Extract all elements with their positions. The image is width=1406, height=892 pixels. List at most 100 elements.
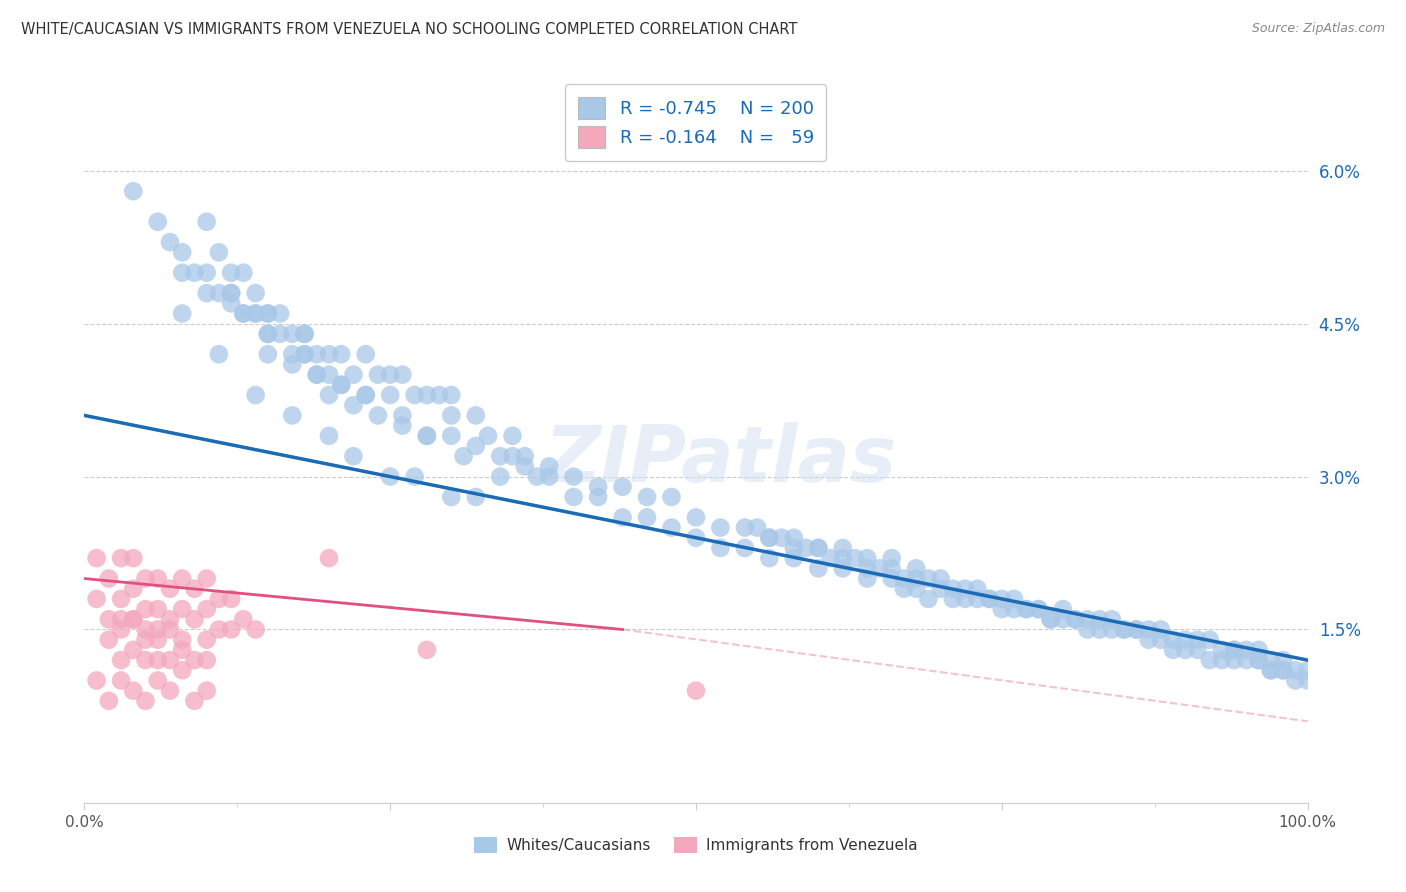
Point xyxy=(440,409,463,423)
Point xyxy=(685,531,707,545)
Point xyxy=(122,643,145,657)
Point xyxy=(1187,643,1209,657)
Point xyxy=(464,409,486,423)
Point xyxy=(807,561,830,575)
Point xyxy=(269,326,291,341)
Point xyxy=(1260,663,1282,677)
Point xyxy=(208,347,231,361)
Point xyxy=(416,429,439,443)
Point xyxy=(1150,623,1173,637)
Point xyxy=(905,572,928,586)
Point xyxy=(1150,632,1173,647)
Point xyxy=(208,623,231,637)
Point xyxy=(991,591,1014,606)
Point xyxy=(97,612,120,626)
Point xyxy=(305,368,328,382)
Point xyxy=(1296,673,1319,688)
Point xyxy=(135,623,157,637)
Point xyxy=(416,388,439,402)
Point xyxy=(208,245,231,260)
Point xyxy=(783,541,806,555)
Point xyxy=(195,286,218,301)
Point xyxy=(979,591,1001,606)
Point xyxy=(380,469,402,483)
Point xyxy=(159,235,181,249)
Point xyxy=(232,306,254,320)
Point xyxy=(219,286,242,301)
Point xyxy=(869,561,891,575)
Point xyxy=(135,653,157,667)
Point xyxy=(1260,653,1282,667)
Point xyxy=(97,694,120,708)
Point xyxy=(318,551,340,566)
Point xyxy=(844,551,866,566)
Point xyxy=(183,582,205,596)
Point xyxy=(146,673,169,688)
Point xyxy=(513,459,536,474)
Point xyxy=(758,531,780,545)
Point xyxy=(440,429,463,443)
Point xyxy=(1260,663,1282,677)
Point xyxy=(1088,612,1111,626)
Point xyxy=(880,551,903,566)
Point xyxy=(1223,643,1246,657)
Point xyxy=(1101,612,1123,626)
Point xyxy=(942,591,965,606)
Point xyxy=(905,582,928,596)
Point xyxy=(820,551,842,566)
Point xyxy=(1187,632,1209,647)
Point xyxy=(1039,612,1062,626)
Point xyxy=(159,653,181,667)
Point xyxy=(831,561,853,575)
Point xyxy=(953,591,976,606)
Point xyxy=(734,520,756,534)
Point xyxy=(110,551,132,566)
Point xyxy=(856,561,879,575)
Point xyxy=(294,347,316,361)
Point xyxy=(208,286,231,301)
Point xyxy=(1101,623,1123,637)
Point xyxy=(404,469,426,483)
Point xyxy=(208,591,231,606)
Point xyxy=(636,510,658,524)
Point xyxy=(86,673,108,688)
Point xyxy=(1272,663,1295,677)
Point xyxy=(305,347,328,361)
Point xyxy=(195,602,218,616)
Point xyxy=(146,653,169,667)
Point xyxy=(416,643,439,657)
Point xyxy=(440,490,463,504)
Point xyxy=(416,429,439,443)
Point xyxy=(1002,591,1025,606)
Point xyxy=(917,591,939,606)
Point xyxy=(942,582,965,596)
Point xyxy=(562,490,585,504)
Point xyxy=(1198,653,1220,667)
Point xyxy=(856,551,879,566)
Point xyxy=(502,429,524,443)
Point xyxy=(294,347,316,361)
Point xyxy=(195,653,218,667)
Text: WHITE/CAUCASIAN VS IMMIGRANTS FROM VENEZUELA NO SCHOOLING COMPLETED CORRELATION : WHITE/CAUCASIAN VS IMMIGRANTS FROM VENEZ… xyxy=(21,22,797,37)
Point xyxy=(966,582,988,596)
Point xyxy=(526,469,548,483)
Point xyxy=(195,266,218,280)
Point xyxy=(929,572,952,586)
Point xyxy=(135,632,157,647)
Point xyxy=(880,561,903,575)
Point xyxy=(342,398,364,412)
Point xyxy=(1174,643,1197,657)
Point xyxy=(464,490,486,504)
Point xyxy=(122,184,145,198)
Point xyxy=(257,347,280,361)
Point xyxy=(294,326,316,341)
Point xyxy=(281,358,304,372)
Point xyxy=(783,531,806,545)
Point xyxy=(917,572,939,586)
Point xyxy=(318,388,340,402)
Point xyxy=(404,388,426,402)
Point xyxy=(893,582,915,596)
Point xyxy=(146,602,169,616)
Point xyxy=(758,551,780,566)
Point xyxy=(367,409,389,423)
